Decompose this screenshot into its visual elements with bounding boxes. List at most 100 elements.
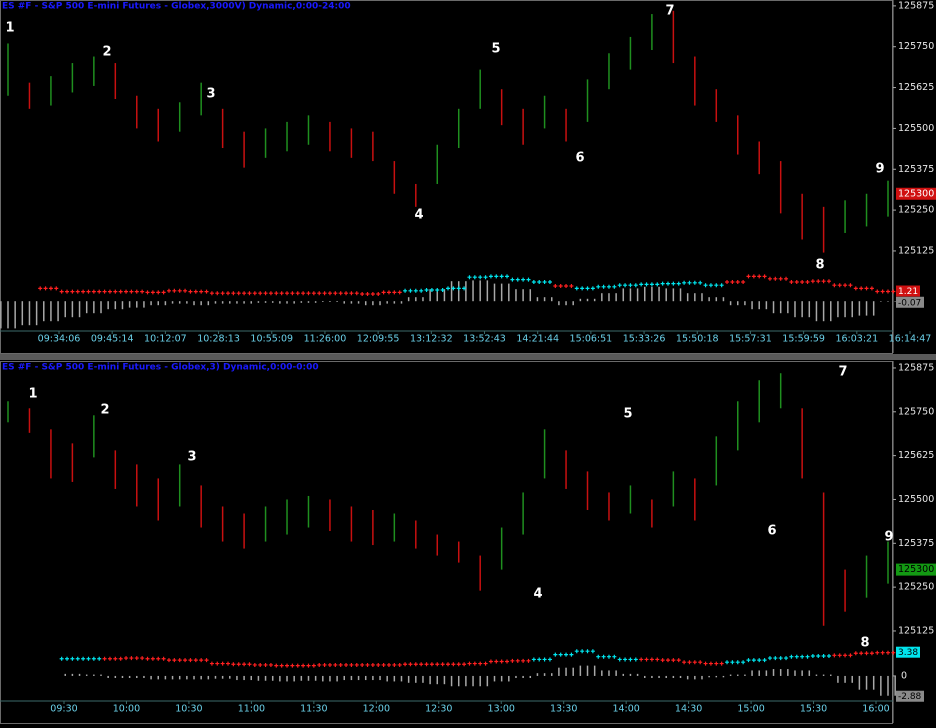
signal-cross [150, 656, 155, 661]
x-tick-label: 09:45:14 [91, 334, 134, 345]
signal-cross [75, 289, 80, 294]
signal-cross [70, 656, 75, 661]
signal-cross [751, 658, 756, 663]
signal-cross [446, 662, 450, 667]
signal-cross [263, 662, 268, 667]
signal-cross [188, 289, 193, 294]
signal-cross [891, 650, 896, 655]
wave-label: 7 [665, 4, 674, 19]
y-tick-label: 125500 [898, 494, 934, 505]
x-tick-label: 13:52:43 [463, 334, 506, 345]
signal-cross [472, 275, 477, 280]
signal-cross [215, 291, 220, 296]
x-tick-label: 15:33:26 [623, 334, 666, 345]
signal-cross [623, 283, 628, 288]
signal-cross [880, 650, 885, 655]
wave-label: 2 [102, 45, 111, 60]
signal-cross [762, 274, 767, 279]
signal-cross [413, 662, 418, 667]
signal-cross [623, 657, 628, 662]
signal-value-label: 1.21 [898, 287, 918, 297]
signal-cross [204, 658, 209, 663]
y-tick-label: 125625 [898, 450, 934, 461]
x-tick-label: 10:55:09 [250, 334, 293, 345]
signal-cross [226, 291, 230, 296]
signal-cross [118, 656, 123, 661]
signal-cross [671, 658, 676, 663]
signal-cross [671, 281, 676, 286]
signal-cross [124, 656, 129, 661]
signal-cross [43, 286, 48, 291]
signal-cross [644, 282, 649, 287]
x-tick-label: 13:00 [488, 704, 515, 715]
signal-cross [113, 289, 118, 294]
signal-cross [242, 662, 247, 667]
wave-label: 6 [767, 524, 776, 539]
last-price-label: 125300 [898, 564, 934, 575]
wave-label: 8 [860, 636, 869, 651]
signal-cross [258, 662, 263, 667]
signal-cross [821, 279, 826, 284]
signal-cross [381, 290, 386, 295]
signal-cross [226, 661, 230, 666]
y-tick-label: 125750 [898, 406, 934, 417]
x-tick-label: 16:03:21 [835, 334, 878, 345]
signal-cross [633, 657, 638, 662]
signal-cross [531, 280, 536, 284]
signal-cross [209, 291, 214, 296]
signal-cross [859, 651, 864, 656]
signal-cross [483, 275, 488, 280]
x-tick-label: 15:06:51 [570, 334, 613, 345]
signal-cross [408, 288, 413, 293]
signal-cross [467, 661, 472, 666]
signal-cross [285, 291, 290, 296]
signal-cross [209, 661, 214, 666]
x-tick-label: 10:28:13 [197, 334, 240, 345]
y-tick-label: 125375 [898, 538, 934, 549]
signal-cross [392, 290, 397, 295]
signal-cross [419, 288, 424, 293]
signal-cross [386, 662, 391, 667]
signal-cross [140, 289, 145, 294]
signal-cross [134, 289, 139, 294]
signal-cross [574, 649, 579, 654]
signal-cross [510, 658, 515, 663]
x-tick-label: 09:30 [50, 704, 77, 715]
signal-cross [639, 282, 644, 287]
signal-cross [397, 662, 402, 667]
signal-cross [199, 658, 204, 663]
signal-cross [682, 660, 687, 665]
x-tick-label: 10:12:07 [144, 334, 187, 345]
signal-cross [606, 284, 611, 289]
signal-cross [526, 658, 531, 663]
signal-cross [408, 662, 413, 667]
signal-cross [612, 284, 617, 289]
signal-cross [376, 292, 381, 296]
signal-cross [735, 280, 740, 284]
signal-cross [81, 289, 86, 294]
signal-cross [580, 286, 585, 291]
x-tick-label: 09:34:06 [38, 334, 81, 345]
signal-cross [54, 286, 59, 291]
signal-cross [864, 651, 869, 656]
signal-cross [172, 288, 177, 293]
signal-cross [725, 280, 730, 284]
signal-cross [59, 656, 64, 661]
signal-cross [526, 277, 531, 282]
signal-cross [628, 657, 633, 662]
signal-cross [816, 279, 821, 284]
signal-cross [837, 283, 842, 288]
wave-label: 6 [575, 151, 584, 166]
signal-cross [322, 662, 327, 667]
signal-cross [91, 656, 96, 661]
signal-cross [70, 289, 75, 294]
signal-cross [649, 657, 654, 662]
signal-cross [478, 661, 483, 666]
signal-cross [102, 289, 107, 294]
signal-cross [719, 283, 724, 288]
x-tick-label: 10:00 [113, 704, 140, 715]
signal-cross [639, 657, 644, 662]
signal-cross [177, 288, 182, 293]
x-tick-label: 16:00 [862, 704, 889, 715]
